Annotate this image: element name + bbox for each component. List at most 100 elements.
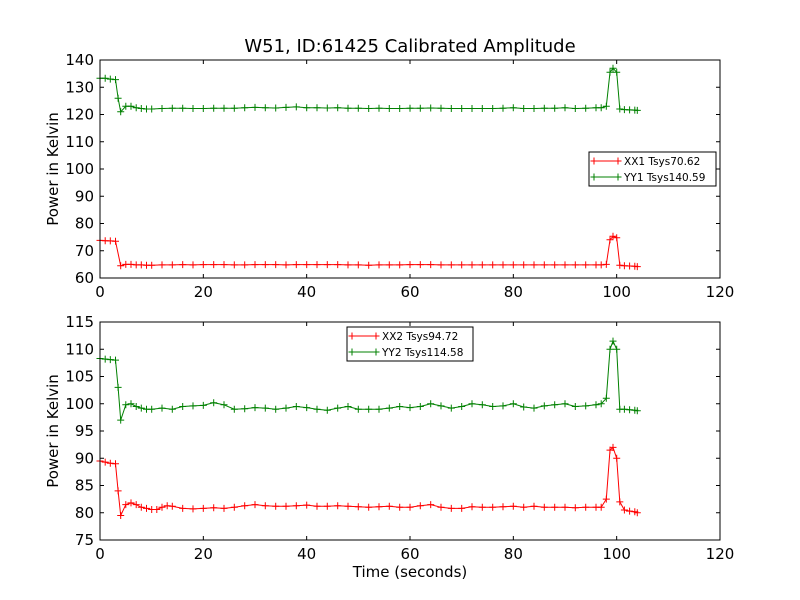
data-point [354, 261, 362, 269]
legend-label: YY1 Tsys140.59 [623, 172, 705, 184]
data-point [189, 402, 197, 410]
legend-label: XX1 Tsys70.62 [624, 156, 700, 168]
data-point [261, 502, 269, 510]
y-tick-label: 105 [65, 368, 94, 386]
data-point [609, 232, 617, 240]
data-point [241, 405, 249, 413]
data-point [261, 104, 269, 112]
legend-label: YY2 Tsys114.58 [381, 347, 463, 359]
data-point [509, 261, 517, 269]
x-tick-label: 40 [297, 283, 316, 301]
data-point [499, 104, 507, 112]
data-point [344, 502, 352, 510]
data-point [571, 105, 579, 112]
data-point [520, 403, 528, 411]
data-point [561, 104, 569, 112]
y-tick-label: 140 [65, 51, 94, 69]
data-point [597, 104, 605, 112]
data-point [251, 261, 259, 269]
legend-box [588, 151, 717, 187]
legend-marker [614, 157, 622, 165]
data-point [551, 104, 559, 112]
data-point [509, 400, 517, 408]
data-point [561, 503, 569, 511]
data-point [602, 260, 610, 268]
data-point [478, 503, 486, 511]
data-point [210, 104, 218, 112]
x-tick-label: 80 [504, 545, 523, 563]
data-point [230, 405, 238, 413]
legend-marker [372, 332, 380, 340]
data-point [292, 261, 300, 269]
data-point [132, 501, 140, 509]
data-point [489, 261, 497, 269]
data-point [520, 105, 528, 112]
data-point [613, 68, 621, 76]
data-point [551, 401, 559, 409]
data-point [509, 104, 517, 112]
y-tick-label: 95 [75, 422, 94, 440]
data-point [313, 261, 321, 269]
y-tick-label: 100 [65, 395, 94, 413]
data-point [365, 405, 373, 413]
data-point [561, 261, 569, 269]
data-point [230, 261, 238, 269]
data-point [447, 105, 455, 112]
legend-marker [348, 348, 356, 356]
data-point [396, 105, 404, 112]
data-point [334, 104, 342, 112]
data-point [520, 503, 528, 511]
data-point [261, 404, 269, 412]
data-point [571, 504, 579, 512]
y-tick-label: 130 [65, 78, 94, 96]
series-1 [96, 443, 641, 519]
data-point [616, 498, 624, 506]
data-point [137, 404, 145, 412]
data-point [437, 261, 445, 269]
data-point [582, 104, 590, 112]
top-y-axis-label: Power in Kelvin [44, 112, 62, 226]
data-point [609, 443, 617, 451]
data-point [303, 404, 311, 412]
data-point [143, 504, 150, 512]
data-point [551, 261, 559, 269]
data-point [468, 400, 476, 408]
data-point [375, 503, 383, 511]
legend-marker [590, 157, 598, 165]
legend: XX2 Tsys94.72 YY2 Tsys114.58 [346, 326, 474, 362]
data-point [210, 399, 218, 407]
data-point [478, 261, 486, 269]
x-tick-label: 40 [297, 545, 316, 563]
data-point [602, 102, 610, 110]
data-point [396, 503, 404, 511]
data-point [117, 512, 125, 519]
data-point [540, 261, 548, 269]
data-point [582, 402, 590, 410]
data-point [122, 401, 130, 409]
x-tick-label: 100 [602, 283, 631, 301]
data-point [540, 503, 548, 511]
data-point [292, 103, 300, 111]
y-tick-label: 70 [75, 242, 94, 260]
data-point [620, 506, 628, 514]
data-point [168, 104, 176, 112]
data-point [117, 108, 125, 116]
data-point [292, 403, 300, 410]
data-point [489, 105, 497, 112]
data-point [199, 261, 207, 269]
data-point [114, 94, 122, 102]
x-tick-label: 120 [706, 283, 735, 301]
data-point [272, 502, 280, 510]
data-point [365, 261, 373, 269]
data-point [437, 402, 445, 410]
data-point [132, 104, 140, 112]
top-plot: 0 20 40 60 80 100 120 60 70 80 90 100 110 120 130 140 XX… [65, 51, 734, 301]
legend: XX1 Tsys70.62 YY1 Tsys140.59 [588, 151, 717, 187]
data-point [282, 103, 290, 111]
data-point [112, 237, 119, 245]
data-point [101, 458, 109, 466]
data-point [447, 261, 455, 269]
data-point [168, 502, 176, 510]
series-1 [96, 232, 641, 271]
data-point [292, 502, 300, 510]
